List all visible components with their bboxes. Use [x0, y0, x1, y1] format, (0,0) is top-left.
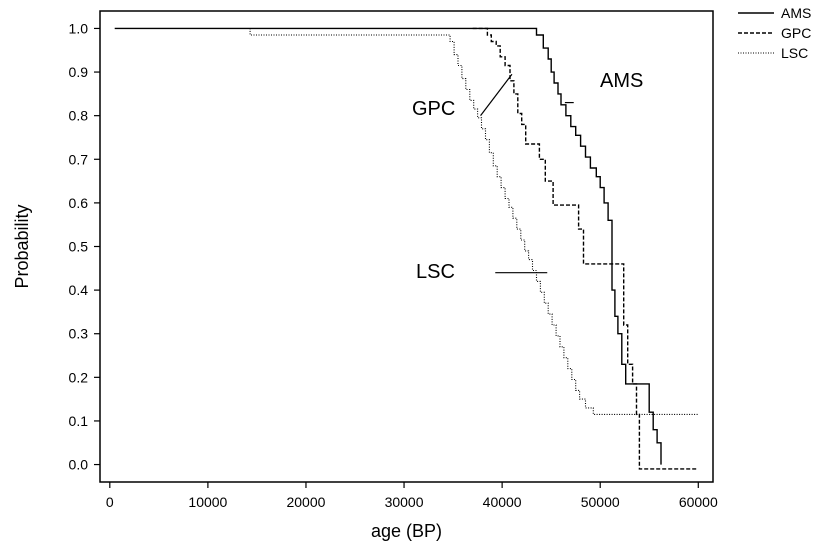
legend-label-lsc: LSC [781, 45, 808, 61]
legend-label-ams: AMS [781, 5, 811, 21]
x-tick-label: 20000 [286, 494, 325, 510]
x-tick-label: 30000 [385, 494, 424, 510]
series-ams-line [114, 27, 662, 465]
y-tick-label: 0.2 [69, 369, 89, 385]
plot-lines [114, 27, 699, 470]
y-tick-label: 0.8 [69, 108, 89, 124]
x-axis-title: age (BP) [371, 521, 442, 541]
y-axis-title: Probability [12, 204, 32, 288]
x-tick-label: 50000 [581, 494, 620, 510]
x-tick-label: 40000 [483, 494, 522, 510]
y-tick-label: 0.6 [69, 195, 89, 211]
y-tick-label: 0.3 [69, 326, 89, 342]
legend-label-gpc: GPC [781, 25, 811, 41]
y-tick-label: 0.0 [69, 457, 89, 473]
y-tick-label: 0.1 [69, 413, 89, 429]
annotation-gpc-label: GPC [412, 98, 455, 120]
x-axis: 0 10000 20000 30000 40000 50000 60000 [106, 482, 718, 510]
annotation-gpc-leader [480, 73, 513, 117]
series-lsc-line [249, 28, 699, 415]
y-tick-label: 0.4 [69, 282, 89, 298]
annotations: GPC AMS LSC [412, 70, 643, 283]
y-axis: 0.0 0.1 0.2 0.3 0.4 0.5 0.6 0.7 0.8 0.9 1.0 [69, 20, 100, 473]
annotation-lsc-label: LSC [416, 261, 455, 283]
x-tick-label: 0 [106, 494, 114, 510]
y-tick-label: 0.5 [69, 239, 89, 255]
x-tick-label: 10000 [188, 494, 227, 510]
y-tick-label: 0.7 [69, 151, 89, 167]
x-tick-label: 60000 [679, 494, 718, 510]
series-gpc-line [472, 27, 697, 470]
y-tick-label: 1.0 [69, 20, 89, 36]
legend: AMS GPC LSC [738, 5, 811, 61]
annotation-ams-label: AMS [600, 70, 643, 92]
y-tick-label: 0.9 [69, 64, 89, 80]
